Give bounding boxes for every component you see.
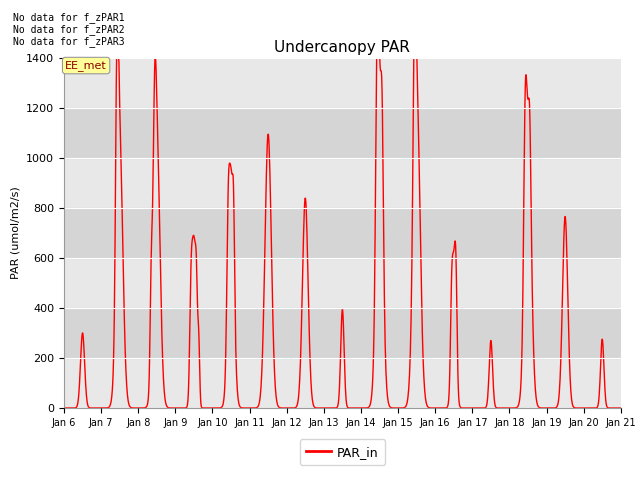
Bar	[64, 108, 621, 158]
Bar	[64, 308, 621, 358]
Text: EE_met: EE_met	[65, 60, 107, 71]
Y-axis label: PAR (umol/m2/s): PAR (umol/m2/s)	[11, 186, 20, 279]
Bar	[64, 208, 621, 258]
Text: No data for f_zPAR2: No data for f_zPAR2	[13, 24, 124, 35]
Text: No data for f_zPAR3: No data for f_zPAR3	[13, 36, 124, 47]
Text: No data for f_zPAR1: No data for f_zPAR1	[13, 12, 124, 23]
Title: Undercanopy PAR: Undercanopy PAR	[275, 40, 410, 55]
Legend: PAR_in: PAR_in	[300, 439, 385, 465]
